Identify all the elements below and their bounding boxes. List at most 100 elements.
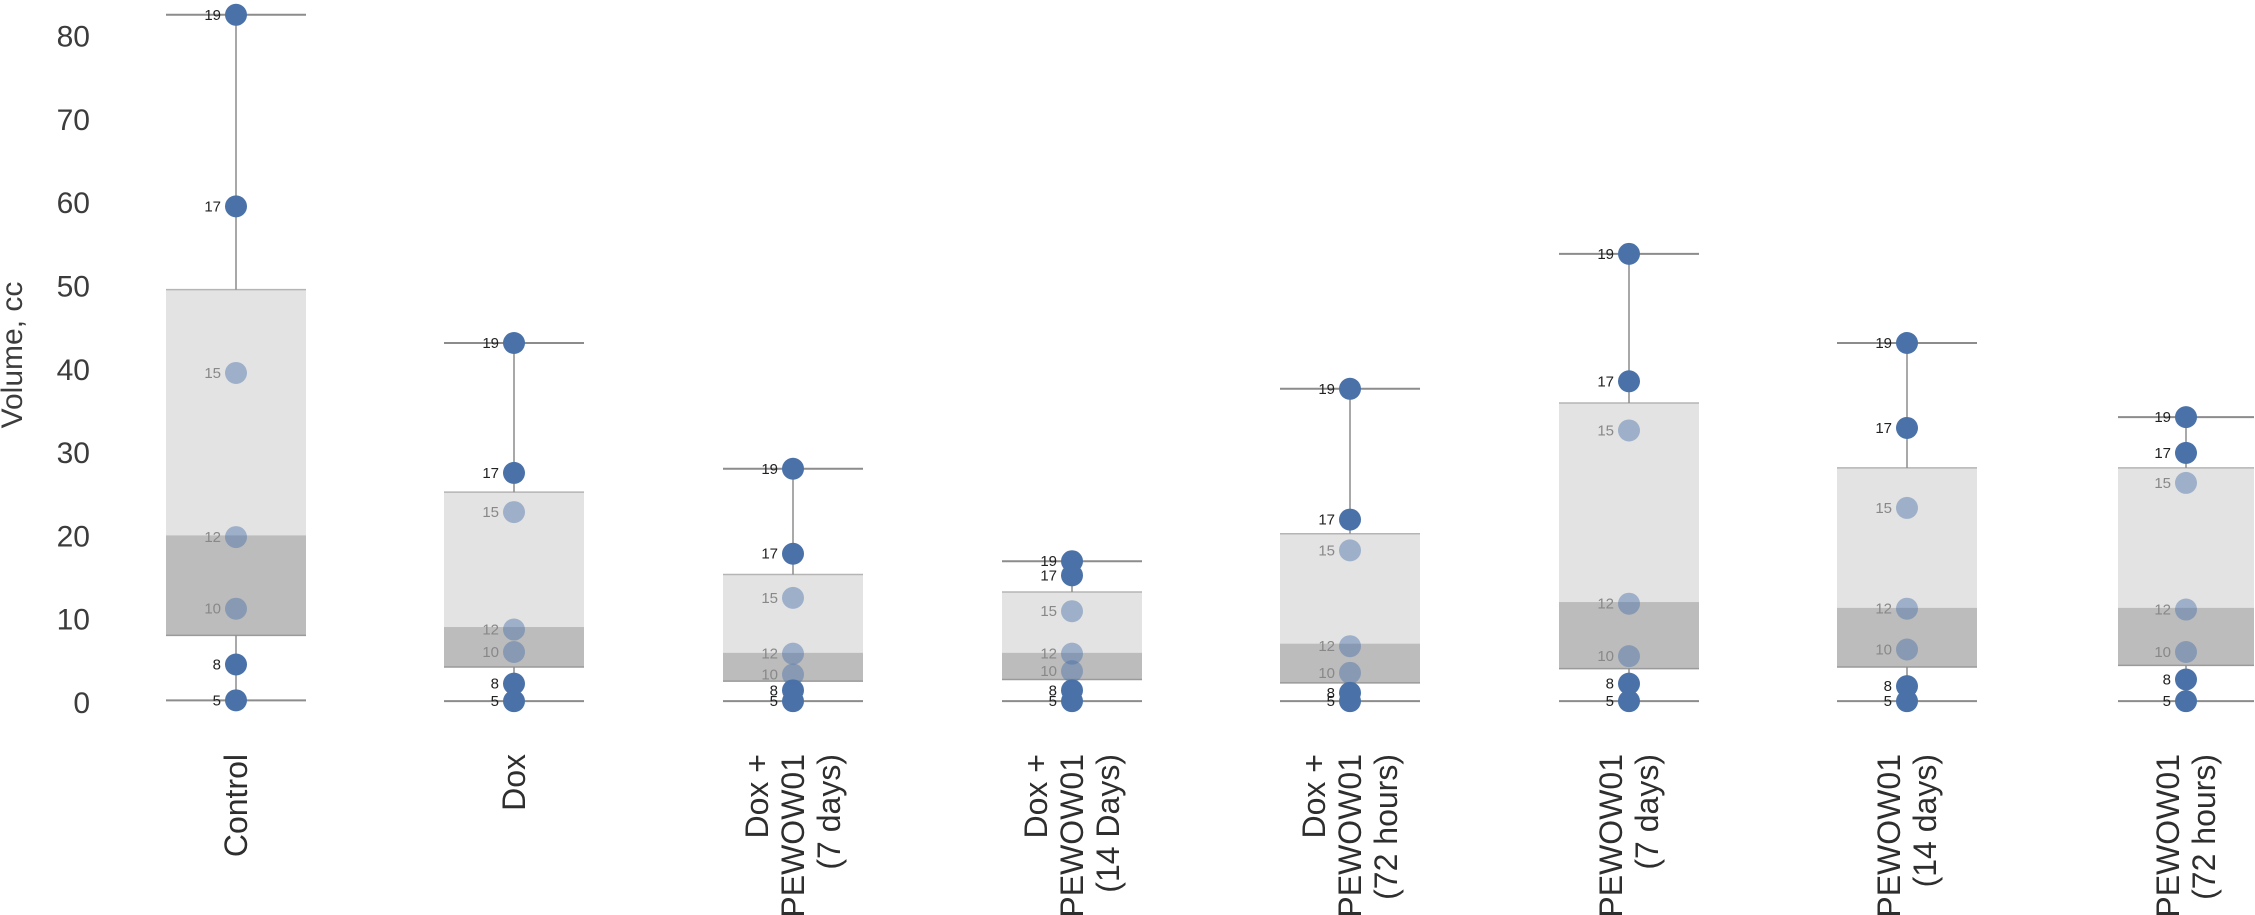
category-label-line: PEWOW01 bbox=[1593, 754, 1629, 915]
point-label-p17: 17 bbox=[2154, 445, 2171, 462]
point-label-p19: 19 bbox=[204, 7, 221, 24]
point-label-p15: 15 bbox=[1040, 603, 1057, 620]
point-label-p8: 8 bbox=[2163, 672, 2171, 689]
point-label-p5: 5 bbox=[491, 693, 499, 710]
data-point-p15 bbox=[782, 586, 804, 609]
data-point-p17 bbox=[1896, 416, 1918, 439]
y-tick-label: 60 bbox=[57, 187, 90, 220]
point-label-p12: 12 bbox=[761, 646, 778, 663]
point-label-p15: 15 bbox=[1318, 542, 1335, 559]
box-inner bbox=[1559, 602, 1699, 669]
box-inner bbox=[166, 535, 306, 636]
point-label-p19: 19 bbox=[2154, 409, 2171, 426]
data-point-p17 bbox=[503, 461, 525, 484]
point-label-p5: 5 bbox=[1606, 693, 1614, 710]
box-inner bbox=[1280, 643, 1420, 683]
point-label-p15: 15 bbox=[1597, 422, 1614, 439]
data-point-p10 bbox=[1618, 645, 1640, 668]
data-point-p10 bbox=[1061, 660, 1083, 683]
point-label-p10: 10 bbox=[761, 667, 778, 684]
category-label-line: PEWOW01 bbox=[1871, 754, 1907, 915]
category-label-line: PEWOW01 bbox=[2150, 754, 2186, 915]
point-label-p8: 8 bbox=[1327, 685, 1335, 702]
point-label-p12: 12 bbox=[1875, 601, 1892, 618]
data-point-p12 bbox=[1339, 635, 1361, 658]
category-label-3: Dox +PEWOW01(7 days) bbox=[739, 754, 847, 915]
y-tick-label: 0 bbox=[73, 687, 90, 720]
data-point-p12 bbox=[1061, 642, 1083, 665]
group-5: 58 10 12 15 17 19 bbox=[1280, 377, 1420, 713]
data-point-p5 bbox=[2175, 690, 2197, 713]
point-label-p17: 17 bbox=[1597, 373, 1614, 390]
point-label-p12: 12 bbox=[1318, 638, 1335, 655]
data-point-p19 bbox=[1339, 377, 1361, 400]
category-labels: Control Dox Dox +PEWOW01(7 days) Dox +PEWOW… bbox=[218, 754, 2222, 915]
y-tick-label: 10 bbox=[57, 604, 90, 637]
data-point-p10 bbox=[1896, 638, 1918, 661]
data-point-p5 bbox=[503, 690, 525, 713]
data-point-p19 bbox=[503, 331, 525, 354]
point-label-p15: 15 bbox=[482, 504, 499, 521]
data-point-p17 bbox=[782, 542, 804, 565]
point-label-p19: 19 bbox=[482, 335, 499, 352]
point-label-p17: 17 bbox=[1318, 512, 1335, 529]
data-point-p10 bbox=[503, 641, 525, 664]
point-label-p5: 5 bbox=[1884, 693, 1892, 710]
data-point-p19 bbox=[1896, 331, 1918, 354]
point-label-p10: 10 bbox=[1318, 665, 1335, 682]
point-label-p12: 12 bbox=[482, 622, 499, 639]
category-label-line: (7 days) bbox=[811, 754, 847, 870]
group-6: 58 10 12 15 17 19 bbox=[1559, 242, 1699, 713]
data-point-p12 bbox=[225, 526, 247, 549]
point-label-p17: 17 bbox=[1875, 420, 1892, 437]
data-point-p8 bbox=[782, 679, 804, 702]
data-point-p5 bbox=[225, 689, 247, 712]
data-point-p17 bbox=[2175, 441, 2197, 464]
data-point-p12 bbox=[503, 618, 525, 641]
box-inner bbox=[723, 652, 863, 682]
data-point-p17 bbox=[225, 195, 247, 218]
data-point-p19 bbox=[1618, 242, 1640, 265]
point-label-p5: 5 bbox=[213, 692, 221, 709]
point-label-p17: 17 bbox=[204, 198, 221, 215]
data-point-p8 bbox=[1339, 681, 1361, 704]
point-label-p17: 17 bbox=[1040, 567, 1057, 584]
category-label-line: (14 Days) bbox=[1090, 754, 1126, 893]
data-point-p8 bbox=[1618, 672, 1640, 695]
data-point-p19 bbox=[1061, 550, 1083, 573]
category-label-line: PEWOW01 bbox=[1054, 754, 1090, 915]
point-label-p10: 10 bbox=[1040, 663, 1057, 680]
data-point-p10 bbox=[2175, 641, 2197, 664]
category-label-line: (7 days) bbox=[1629, 754, 1665, 870]
point-label-p19: 19 bbox=[1318, 381, 1335, 398]
point-label-p10: 10 bbox=[2154, 644, 2171, 661]
data-point-p10 bbox=[782, 663, 804, 686]
data-point-p8 bbox=[225, 653, 247, 676]
data-point-p12 bbox=[782, 642, 804, 665]
data-point-p12 bbox=[1618, 592, 1640, 615]
box-inner bbox=[444, 627, 584, 668]
y-tick-label: 50 bbox=[57, 271, 90, 304]
category-label-line: Dox + bbox=[739, 754, 775, 838]
point-label-p12: 12 bbox=[204, 529, 221, 546]
point-label-p8: 8 bbox=[1606, 676, 1614, 693]
point-label-p10: 10 bbox=[1597, 648, 1614, 665]
point-label-p17: 17 bbox=[761, 546, 778, 563]
box-inner bbox=[2118, 607, 2254, 666]
category-label-line: PEWOW01 bbox=[775, 754, 811, 915]
y-tick-label: 20 bbox=[57, 520, 90, 553]
data-point-p15 bbox=[1618, 419, 1640, 442]
data-point-p15 bbox=[225, 361, 247, 384]
data-point-p8 bbox=[2175, 668, 2197, 691]
data-point-p8 bbox=[1061, 679, 1083, 702]
y-tick-label: 80 bbox=[57, 21, 90, 54]
group-2: 58 10 12 15 17 19 bbox=[444, 331, 584, 713]
group-1: 5 8 10 12 15 17 19 bbox=[166, 3, 306, 712]
point-label-p17: 17 bbox=[482, 465, 499, 482]
point-label-p12: 12 bbox=[1040, 646, 1057, 663]
category-label-line: (72 hours) bbox=[1368, 754, 1404, 900]
point-label-p10: 10 bbox=[204, 601, 221, 618]
category-label-7: PEWOW01(14 days) bbox=[1871, 754, 1943, 915]
